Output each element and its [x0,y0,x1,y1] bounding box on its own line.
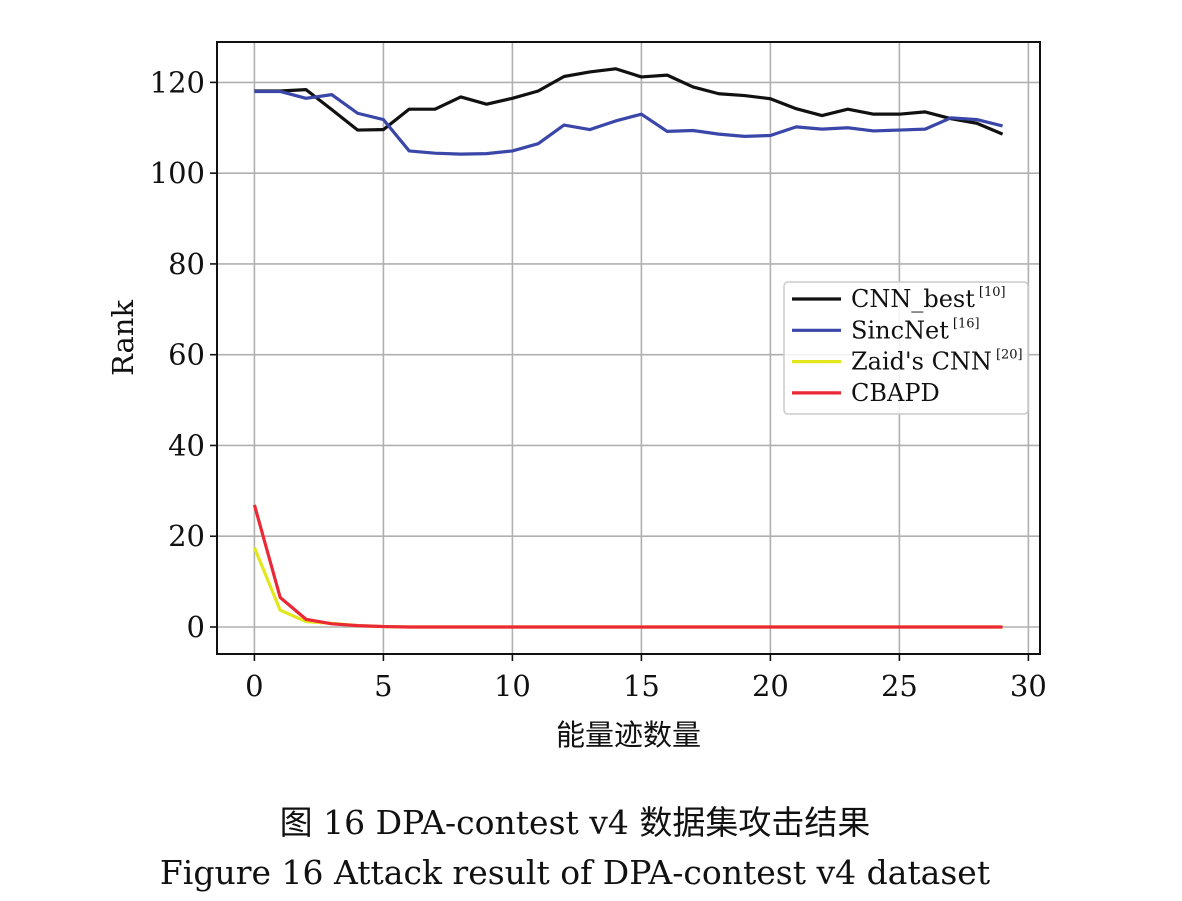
legend-label: Zaid's CNN [851,348,992,376]
x-tick-label: 10 [494,669,531,703]
legend-ref: [16] [953,316,980,331]
x-tick-label: 5 [374,669,392,703]
y-tick-label: 0 [187,610,205,644]
series-line-1 [254,89,1003,156]
series-line-3 [252,504,1003,629]
y-tick-label: 20 [168,519,205,553]
x-tick-label: 30 [1010,669,1047,703]
y-tick-label: 40 [168,428,205,462]
x-tick-label: 15 [623,669,660,703]
legend-label: CBAPD [851,379,940,407]
ticks: 0 5 10 15 20 25 30 0 20 40 60 80 100 120 [150,65,1047,703]
series-line-2 [252,546,1003,629]
legend-ref: [10] [979,285,1006,300]
x-axis-label: 能量迹数量 [556,718,701,752]
axes-frame [216,41,1041,655]
x-tick-label: 0 [245,669,263,703]
legend: CNN_best [10] SincNet [16] Zaid's CNN [20] CBA… [783,281,1029,415]
chart: 0 5 10 15 20 25 30 0 20 40 60 80 100 120 能量迹数量 Rank C… [106,41,1047,752]
y-axis-label: Rank [106,300,140,376]
y-tick-label: 100 [150,156,205,190]
y-tick-label: 60 [168,338,205,372]
y-tick-label: 80 [168,247,205,281]
caption-english: Figure 16 Attack result of DPA-contest v… [159,853,991,892]
legend-item: SincNet [16] [792,316,980,344]
x-tick-label: 25 [881,669,918,703]
legend-box [783,281,1029,415]
y-tick-label: 120 [150,65,205,99]
legend-item: CNN_best [10] [792,285,1006,313]
caption-chinese: 图 16 DPA-contest v4 数据集攻击结果 [279,803,871,842]
x-tick-label: 20 [752,669,789,703]
series-lines [252,67,1004,629]
legend-item: CBAPD [792,379,940,407]
legend-label: CNN_best [851,285,975,313]
legend-ref: [20] [996,348,1023,363]
legend-label: SincNet [851,316,949,344]
legend-item: Zaid's CNN [20] [792,348,1023,376]
series-line-0 [254,67,1004,136]
